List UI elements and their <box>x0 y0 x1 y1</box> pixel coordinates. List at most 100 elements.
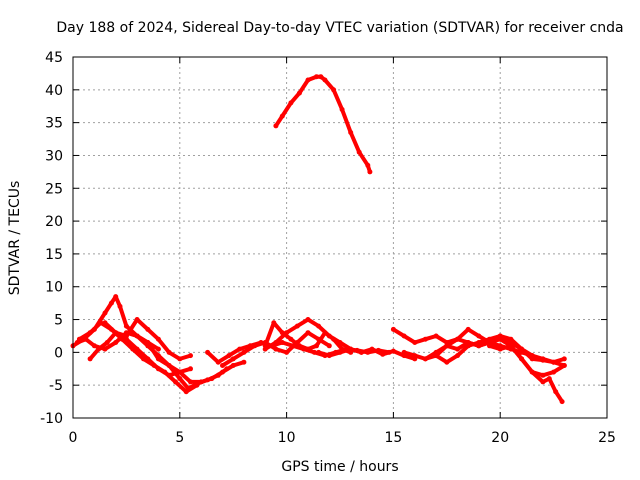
data-point <box>540 357 546 363</box>
data-point <box>305 77 311 83</box>
data-point <box>561 363 567 368</box>
data-point <box>551 359 557 365</box>
data-point <box>166 363 172 368</box>
y-tick-label: 40 <box>45 83 63 99</box>
y-tick-label: 25 <box>45 181 63 197</box>
data-point <box>314 343 319 349</box>
data-point <box>284 349 290 355</box>
series-arc-f <box>134 333 247 385</box>
y-tick-label: 20 <box>45 214 63 230</box>
data-point <box>209 376 215 382</box>
data-point <box>288 100 294 106</box>
data-point <box>326 353 332 359</box>
data-point <box>559 399 565 405</box>
data-point <box>262 343 268 349</box>
data-point <box>348 130 354 135</box>
y-tick-label: 45 <box>45 50 63 66</box>
y-tick-label: 0 <box>54 345 63 361</box>
data-point <box>155 346 161 352</box>
data-point <box>337 349 343 355</box>
data-point <box>529 356 535 362</box>
data-point <box>401 349 407 355</box>
data-point <box>497 336 503 342</box>
data-point <box>305 330 311 336</box>
data-point <box>108 300 114 306</box>
data-point <box>508 336 514 342</box>
data-point <box>183 389 189 395</box>
data-point <box>529 369 535 375</box>
data-point <box>87 356 93 362</box>
data-point <box>155 336 161 342</box>
data-point <box>252 343 258 349</box>
data-point <box>113 294 119 300</box>
series-trace <box>316 347 417 361</box>
chart-title: Day 188 of 2024, Sidereal Day-to-day VTE… <box>56 20 623 36</box>
data-point <box>412 353 418 359</box>
data-point <box>198 379 204 385</box>
data-point <box>177 369 183 375</box>
y-tick-label: 10 <box>45 280 63 296</box>
data-point <box>102 346 108 352</box>
plot-frame <box>72 56 608 419</box>
data-point <box>155 366 161 372</box>
data-point <box>331 336 337 342</box>
data-point <box>104 340 110 345</box>
data-point <box>422 336 428 342</box>
data-point <box>145 356 151 362</box>
data-point <box>230 356 236 362</box>
data-point <box>205 349 211 355</box>
y-tick-label: 5 <box>54 313 63 329</box>
data-point <box>102 320 108 326</box>
y-tick-label: 35 <box>45 116 63 132</box>
data-point <box>316 323 322 329</box>
data-point <box>177 356 183 362</box>
data-point <box>519 346 525 352</box>
data-point <box>497 346 503 352</box>
data-point <box>241 349 247 355</box>
data-layer <box>70 74 567 405</box>
data-point <box>433 333 439 339</box>
x-tick-label: 0 <box>69 430 78 446</box>
data-point <box>87 330 93 336</box>
x-tick-label: 20 <box>491 430 509 446</box>
data-point <box>296 90 302 96</box>
series-trace <box>263 317 364 355</box>
y-axis-title: SDTVAR / TECUs <box>7 181 23 296</box>
data-point <box>123 323 129 329</box>
series-trace <box>135 334 246 384</box>
data-point <box>220 369 225 375</box>
data-point <box>279 330 285 336</box>
data-point <box>540 379 546 385</box>
data-point <box>98 320 104 326</box>
series-arc-e <box>102 317 193 362</box>
data-point <box>540 372 546 378</box>
data-point <box>348 346 354 352</box>
data-point <box>279 340 285 345</box>
data-point <box>326 343 332 349</box>
data-point <box>76 336 82 342</box>
data-point <box>487 343 492 349</box>
data-point <box>322 330 328 336</box>
data-point <box>444 343 450 349</box>
data-point <box>155 356 161 362</box>
x-tick-label: 5 <box>175 430 184 446</box>
data-point <box>113 330 119 336</box>
data-point <box>476 333 482 339</box>
data-point <box>508 343 514 349</box>
data-point <box>296 343 302 349</box>
data-point <box>412 340 418 345</box>
data-point <box>358 349 364 355</box>
data-point <box>123 333 129 339</box>
data-point <box>188 379 193 385</box>
data-point <box>305 346 311 352</box>
data-point <box>369 346 375 352</box>
data-point <box>455 353 460 359</box>
data-point <box>241 359 247 365</box>
data-point <box>273 340 279 345</box>
data-point <box>465 343 471 349</box>
data-point <box>220 363 225 368</box>
y-tick-label: -10 <box>40 411 63 427</box>
data-point <box>553 389 559 395</box>
data-point <box>215 359 221 365</box>
data-point <box>401 333 407 339</box>
